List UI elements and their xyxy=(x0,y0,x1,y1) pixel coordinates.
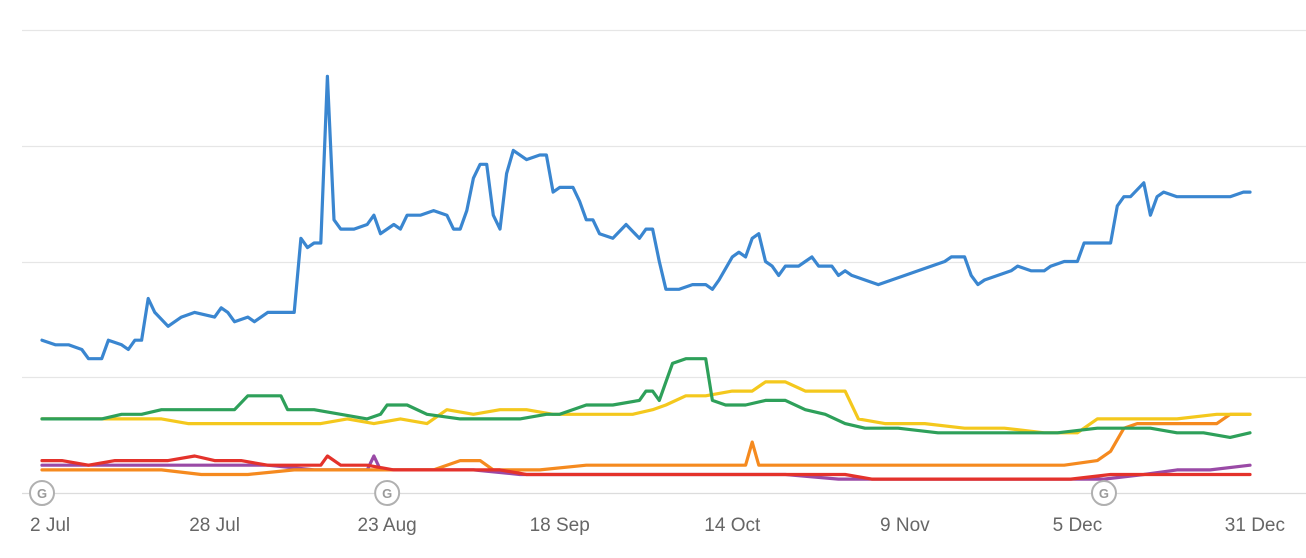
annotation-marker-circle xyxy=(374,480,401,506)
x-tick-label: 5 Dec xyxy=(1053,515,1103,536)
annotation-marker[interactable]: G xyxy=(1090,480,1117,506)
x-tick-label: 2 Jul xyxy=(30,515,70,536)
annotation-marker-label: G xyxy=(37,486,47,501)
series-lines xyxy=(40,74,1252,481)
annotation-marker[interactable]: G xyxy=(374,480,401,506)
x-tick-label: 9 Nov xyxy=(880,515,930,536)
annotation-marker-circle xyxy=(1090,480,1117,506)
annotation-marker-label: G xyxy=(382,486,392,501)
x-tick-label: 31 Dec xyxy=(1225,515,1285,536)
x-tick-label: 23 Aug xyxy=(358,515,417,536)
annotation-marker-label: G xyxy=(1099,486,1109,501)
series-line-1 xyxy=(40,74,1252,361)
x-axis-tick-labels: 2 Jul 28 Jul 23 Aug 18 Sep 14 Oct 9 Nov 5 Dec 3… xyxy=(30,515,1285,536)
x-tick-label: 28 Jul xyxy=(189,515,240,536)
series-line-4 xyxy=(40,454,1252,481)
series-line-3 xyxy=(40,380,1252,435)
annotation-marker-circle xyxy=(29,480,55,506)
series-line-2 xyxy=(40,357,1252,439)
x-tick-label: 18 Sep xyxy=(530,515,590,536)
x-tick-label: 14 Oct xyxy=(704,515,761,536)
annotation-marker[interactable]: G xyxy=(29,480,55,506)
series-line-5 xyxy=(40,412,1252,477)
